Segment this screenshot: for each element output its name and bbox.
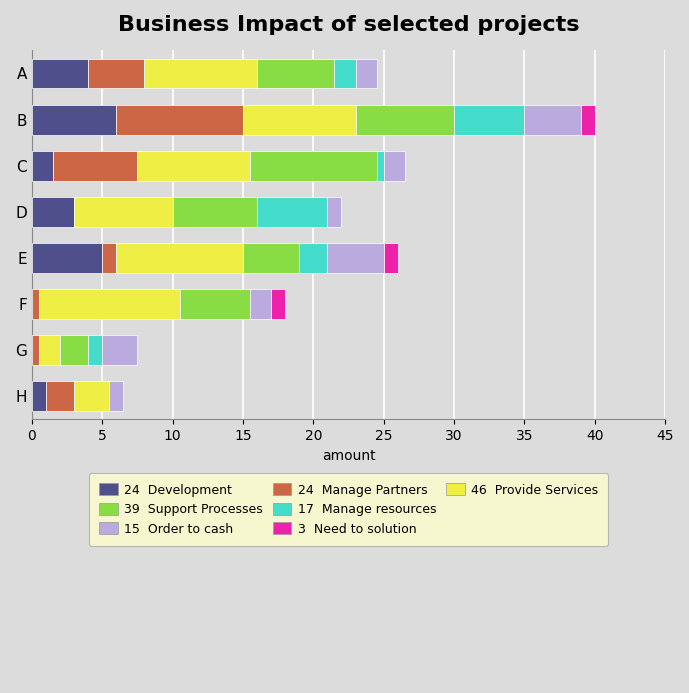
Bar — [39, 335, 60, 365]
Bar — [45, 381, 74, 411]
Bar — [180, 289, 250, 319]
Bar — [145, 58, 257, 89]
Bar — [250, 150, 377, 181]
Bar — [581, 105, 595, 134]
Bar — [243, 243, 299, 273]
Bar — [74, 381, 109, 411]
Bar — [454, 105, 524, 134]
Bar — [32, 58, 88, 89]
Bar — [327, 197, 342, 227]
Bar — [88, 58, 145, 89]
Bar — [243, 105, 356, 134]
Bar — [109, 381, 123, 411]
Bar — [39, 289, 180, 319]
Bar — [32, 243, 102, 273]
Bar — [137, 150, 250, 181]
Bar — [32, 105, 116, 134]
Bar — [116, 243, 243, 273]
Bar — [74, 197, 172, 227]
Bar — [32, 289, 39, 319]
Bar — [384, 150, 405, 181]
X-axis label: amount: amount — [322, 448, 376, 462]
Bar — [88, 335, 102, 365]
Bar — [116, 105, 243, 134]
Title: Business Impact of selected projects: Business Impact of selected projects — [118, 15, 579, 35]
Bar — [356, 105, 454, 134]
Bar — [172, 197, 257, 227]
Bar — [299, 243, 327, 273]
Bar — [53, 150, 137, 181]
Bar — [102, 243, 116, 273]
Bar — [32, 197, 74, 227]
Bar — [32, 381, 45, 411]
Bar — [250, 289, 271, 319]
Bar — [377, 150, 384, 181]
Bar — [334, 58, 356, 89]
Bar — [257, 197, 327, 227]
Bar — [60, 335, 88, 365]
Bar — [102, 335, 137, 365]
Bar — [384, 243, 398, 273]
Bar — [356, 58, 377, 89]
Bar — [32, 150, 53, 181]
Legend: 24  Development, 39  Support Processes, 15  Order to cash, 24  Manage Partners, : 24 Development, 39 Support Processes, 15… — [89, 473, 608, 545]
Bar — [524, 105, 581, 134]
Bar — [32, 335, 39, 365]
Bar — [257, 58, 334, 89]
Bar — [327, 243, 384, 273]
Bar — [271, 289, 285, 319]
